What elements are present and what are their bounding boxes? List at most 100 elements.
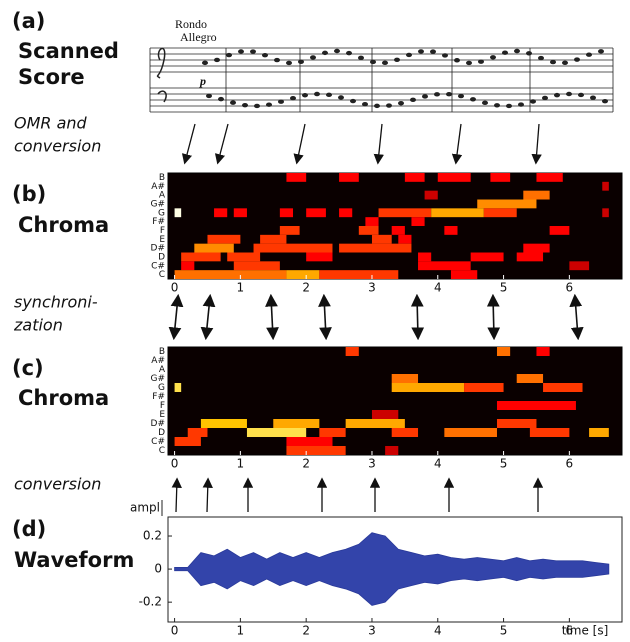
note: [598, 49, 604, 53]
heat-cell: [359, 226, 379, 235]
heat-cell: [227, 253, 260, 262]
x-tick-label: 4: [434, 281, 442, 295]
heat-cell: [589, 428, 609, 437]
heat-cell: [286, 270, 319, 279]
x-tick-label: 2: [302, 281, 310, 295]
chroma-label: F#: [152, 217, 165, 227]
note: [218, 97, 224, 101]
note: [550, 60, 556, 64]
chroma-label: C#: [151, 437, 165, 447]
heat-cell: [569, 261, 589, 270]
note: [430, 49, 436, 53]
heat-cell: [339, 173, 359, 182]
heat-cell: [477, 200, 536, 209]
note: [322, 51, 328, 55]
score-text: p: [199, 74, 206, 88]
x-tick-label: 3: [368, 624, 376, 638]
heat-cell: [273, 419, 319, 428]
x-tick-label: 6: [566, 281, 574, 295]
score-text: Rondo: [175, 17, 207, 31]
heat-cell: [484, 208, 517, 217]
chroma-label: F#: [152, 392, 165, 402]
heat-cell: [602, 182, 609, 191]
heat-cell: [260, 235, 286, 244]
heat-cell: [234, 208, 247, 217]
heat-cell: [379, 208, 432, 217]
x-tick-label: 4: [434, 624, 442, 638]
score-notes: [202, 49, 608, 108]
note: [442, 53, 448, 57]
x-tick-label: 1: [237, 624, 245, 638]
heat-cell: [319, 270, 398, 279]
note: [266, 102, 272, 106]
heat-cell: [194, 244, 233, 253]
note: [262, 53, 268, 57]
note: [214, 58, 220, 62]
chroma-label: G: [158, 383, 165, 393]
heat-cell: [306, 208, 326, 217]
heat-cell: [372, 235, 392, 244]
chroma-label: D: [158, 428, 165, 438]
x-tick-label: 6: [566, 457, 574, 471]
chroma-label: A: [159, 365, 166, 375]
x-tick-label: 4: [434, 457, 442, 471]
note: [386, 103, 392, 107]
x-tick-label: 5: [500, 624, 508, 638]
heat-cell: [365, 217, 378, 226]
chroma-label: D#: [151, 419, 165, 429]
heat-cell: [517, 374, 543, 383]
x-tick-label: 0: [171, 457, 179, 471]
note: [458, 94, 464, 98]
note: [278, 99, 284, 103]
note: [482, 101, 488, 105]
heat-cell: [523, 244, 549, 253]
heat-cell: [523, 191, 549, 200]
chroma-label: A#: [151, 182, 165, 192]
heat-cell: [497, 419, 536, 428]
caption: synchroni-: [14, 293, 98, 312]
x-tick-label: 5: [500, 281, 508, 295]
panel-label: (c): [12, 356, 44, 380]
note: [538, 56, 544, 60]
panel-title: Scanned: [18, 39, 119, 63]
note: [506, 104, 512, 108]
heat-cell: [392, 374, 418, 383]
note: [518, 102, 524, 106]
note: [526, 51, 532, 55]
heat-cell: [536, 347, 549, 356]
heat-cell: [530, 428, 569, 437]
note: [574, 57, 580, 61]
heat-cell: [286, 446, 345, 455]
heat-cell: [181, 261, 194, 270]
note: [394, 58, 400, 62]
heat-cell: [444, 428, 497, 437]
heat-cell: [490, 173, 510, 182]
heat-cell: [385, 446, 398, 455]
chroma-label: E: [159, 235, 165, 245]
chroma-label: F: [160, 401, 165, 411]
chroma-label: G#: [150, 374, 165, 384]
heat-cell: [175, 270, 287, 279]
x-tick-label: 5: [500, 457, 508, 471]
note: [602, 99, 608, 103]
note: [554, 93, 560, 97]
note: [566, 92, 572, 96]
panel-title: Chroma: [18, 213, 109, 237]
chroma-label: C#: [151, 261, 165, 271]
note: [290, 96, 296, 100]
heat-cell: [536, 173, 562, 182]
heat-cell: [319, 428, 345, 437]
heat-cell: [497, 401, 576, 410]
chroma-label: F: [160, 226, 165, 236]
x-tick-label: 1: [237, 281, 245, 295]
heat-cell: [175, 208, 182, 217]
note: [206, 94, 212, 98]
heat-cell: [286, 173, 306, 182]
note: [338, 95, 344, 99]
note: [370, 60, 376, 64]
note: [418, 49, 424, 53]
note: [410, 98, 416, 102]
note: [562, 61, 568, 65]
note: [242, 103, 248, 107]
caption: OMR and: [14, 114, 88, 133]
